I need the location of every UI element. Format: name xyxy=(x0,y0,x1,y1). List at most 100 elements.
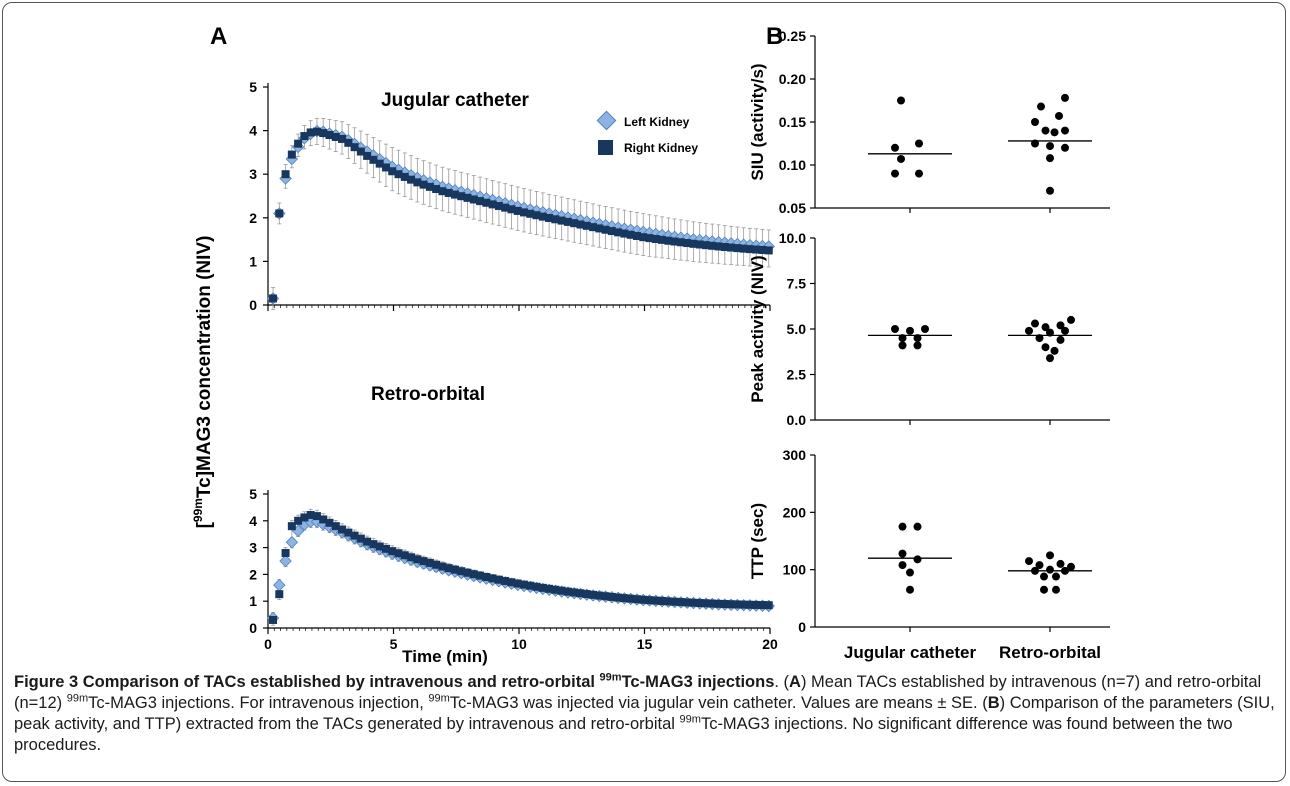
a-bot-right-kidney-point xyxy=(281,548,290,557)
legend-label-left-kidney: Left Kidney xyxy=(624,115,690,129)
a-bot-right-kidney-point xyxy=(444,564,453,573)
a-top-right-kidney-point xyxy=(269,294,278,303)
b-siu-data-point xyxy=(897,154,905,163)
a-bot-right-kidney-point xyxy=(708,599,717,608)
a-bot-x-tick-label: 5 xyxy=(390,636,398,652)
a-top-right-kidney-point xyxy=(545,213,554,222)
b-siu-y-tick-label: 0.15 xyxy=(779,114,806,130)
b-siu-data-point xyxy=(897,96,905,105)
b-peak-data-point xyxy=(1046,328,1054,337)
b-ttp-y-tick-label: 200 xyxy=(783,504,807,520)
a-bot-right-kidney-point xyxy=(463,568,472,577)
a-top-right-kidney-point xyxy=(425,182,434,191)
a-top-right-kidney-point xyxy=(658,235,667,244)
a-top-right-kidney-point xyxy=(670,237,679,246)
a-bot-right-kidney-point xyxy=(363,537,372,546)
b-peak-data-point xyxy=(898,341,907,350)
chart-a-top-marks xyxy=(266,124,775,305)
a-bot-right-kidney-point xyxy=(689,598,698,607)
a-bot-right-kidney-point xyxy=(375,542,384,551)
b-siu-data-point xyxy=(1031,139,1039,148)
a-bot-right-kidney-point xyxy=(306,510,315,519)
a-top-right-kidney-point xyxy=(407,175,416,184)
b-ttp-data-point xyxy=(898,549,907,558)
a-bot-right-kidney-point xyxy=(413,555,422,564)
legend-marker-left-kidney xyxy=(596,110,617,131)
a-bot-right-kidney-point xyxy=(576,589,585,598)
legend: Left Kidney Right Kidney xyxy=(596,110,698,155)
a-bot-right-kidney-point xyxy=(513,579,522,588)
b-ttp-x-tick-label: Jugular catheter xyxy=(844,643,977,662)
a-top-right-kidney-point xyxy=(645,234,654,243)
a-bot-right-kidney-point xyxy=(557,586,566,595)
a-top-right-kidney-point xyxy=(701,241,710,250)
a-top-y-tick-label: 1 xyxy=(249,253,257,269)
a-bot-right-kidney-point xyxy=(269,615,278,624)
a-top-right-kidney-point xyxy=(758,245,767,254)
b-peak-data-point xyxy=(1046,354,1054,363)
a-top-y-tick-label: 3 xyxy=(249,166,257,182)
a-top-right-kidney-point xyxy=(664,236,673,245)
a-bot-right-kidney-point xyxy=(701,599,710,608)
a-bot-right-kidney-point xyxy=(488,574,497,583)
a-top-right-kidney-point xyxy=(752,245,761,254)
b-ttp-y-tick-label: 300 xyxy=(783,447,807,463)
a-top-y-tick-label: 0 xyxy=(249,297,257,313)
a-top-right-kidney-point xyxy=(563,217,572,226)
a-top-right-kidney-point xyxy=(338,134,347,143)
a-top-right-kidney-point xyxy=(727,243,736,252)
a-bot-y-tick-label: 0 xyxy=(249,620,257,636)
a-top-right-kidney-point xyxy=(432,185,441,194)
a-top-right-kidney-point xyxy=(494,202,503,211)
b-peak-data-point xyxy=(1061,326,1069,335)
a-bot-right-kidney-point xyxy=(639,595,648,604)
a-bot-right-kidney-point xyxy=(407,553,416,562)
a-top-right-kidney-point xyxy=(501,203,510,212)
a-top-right-kidney-point xyxy=(576,220,585,229)
a-bot-y-tick-label: 2 xyxy=(249,566,257,582)
a-bot-right-kidney-point xyxy=(312,512,321,521)
b-peak-y-tick-label: 5.0 xyxy=(787,321,807,337)
a-bot-right-kidney-point xyxy=(764,601,773,610)
a-top-right-kidney-point xyxy=(714,242,723,251)
b-siu-data-point xyxy=(891,143,899,152)
a-top-right-kidney-point xyxy=(739,244,748,253)
a-bot-right-kidney-point xyxy=(651,596,660,605)
a-bot-right-kidney-point xyxy=(344,528,353,537)
a-bot-right-kidney-point xyxy=(563,587,572,596)
a-top-right-kidney-point xyxy=(526,209,535,218)
b-ttp-data-point xyxy=(1046,565,1054,574)
a-top-right-kidney-point xyxy=(450,190,459,199)
a-top-right-kidney-point xyxy=(444,188,453,197)
b-siu-data-point xyxy=(1061,93,1069,102)
a-bot-left-kidney-point xyxy=(279,554,292,568)
a-bot-left-kidney-point xyxy=(285,536,299,549)
a-top-right-kidney-point xyxy=(369,155,378,164)
b-ttp-y-tick-label: 100 xyxy=(783,562,807,578)
b-ttp-y-tick-label: 0 xyxy=(798,619,806,635)
a-bot-right-kidney-point xyxy=(476,571,485,580)
a-top-right-kidney-point xyxy=(708,241,717,250)
b-ttp-data-point xyxy=(913,522,922,531)
a-bot-right-kidney-point xyxy=(520,580,529,589)
a-bot-right-kidney-point xyxy=(507,578,516,587)
a-top-right-kidney-point xyxy=(632,231,641,240)
a-top-right-kidney-point xyxy=(488,200,497,209)
a-bot-right-kidney-point xyxy=(494,575,503,584)
b-siu-data-point xyxy=(1061,143,1069,152)
a-bot-right-kidney-point xyxy=(432,560,441,569)
b-peak-y-tick-label: 0.0 xyxy=(787,412,807,428)
a-top-right-kidney-point xyxy=(476,197,485,206)
b-ttp-y-axis-title: TTP (sec) xyxy=(748,503,767,579)
a-bot-right-kidney-point xyxy=(450,565,459,574)
a-bot-x-tick-label: 15 xyxy=(637,636,653,652)
x-axis-title-a: Time (min) xyxy=(402,647,488,666)
a-top-right-kidney-point xyxy=(513,206,522,215)
a-bot-right-kidney-point xyxy=(676,598,685,607)
a-top-right-kidney-point xyxy=(294,139,303,148)
a-top-right-kidney-point xyxy=(400,172,409,181)
a-top-y-tick-label: 5 xyxy=(249,79,257,95)
b-siu-data-point xyxy=(1055,111,1063,120)
b-siu-y-tick-label: 0.05 xyxy=(779,200,806,216)
a-top-right-kidney-point xyxy=(331,132,340,141)
